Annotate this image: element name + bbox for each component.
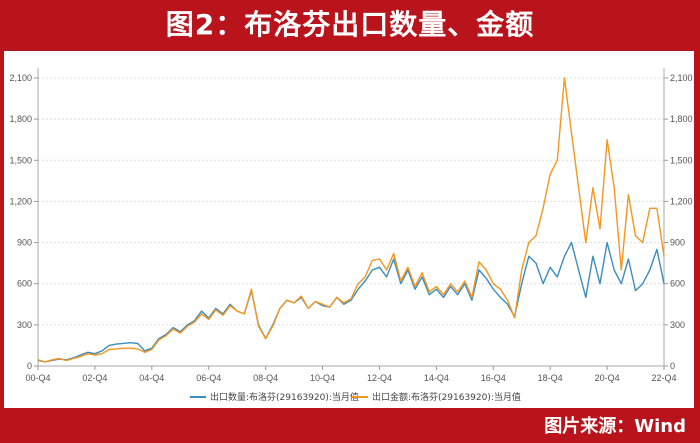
y-tick-label: 1,500 xyxy=(9,155,32,165)
y2-tick-label: 900 xyxy=(670,238,685,248)
x-tick-label: 04-Q4 xyxy=(139,373,164,383)
x-tick-label: 16-Q4 xyxy=(481,373,506,383)
chart-title: 图2：布洛芬出口数量、金额 xyxy=(165,8,535,41)
legend: 出口数量:布洛芬(29163920):当月值 出口金额:布洛芬(29163920… xyxy=(190,391,521,403)
legend-label-amount: 出口金额:布洛芬(29163920):当月值 xyxy=(372,391,521,403)
y-tick-label: 300 xyxy=(17,320,32,330)
y2-tick-label: 300 xyxy=(670,320,685,330)
y2-tick-label: 1,800 xyxy=(670,114,693,124)
y2-tick-label: 1,500 xyxy=(670,155,693,165)
x-tick-label: 12-Q4 xyxy=(367,373,392,383)
x-tick-label: 08-Q4 xyxy=(253,373,278,383)
qty-series-line xyxy=(37,241,665,363)
source-note: 图片来源：Wind xyxy=(544,416,686,437)
x-tick-label: 14-Q4 xyxy=(424,373,449,383)
y2-tick-label: 2,100 xyxy=(670,73,693,83)
amount-series-line xyxy=(37,77,665,363)
x-tick-label: 20-Q4 xyxy=(595,373,620,383)
x-tick-label: 18-Q4 xyxy=(538,373,563,383)
y-tick-label: 0 xyxy=(27,361,32,371)
x-tick-label: 06-Q4 xyxy=(196,373,221,383)
legend-label-qty: 出口数量:布洛芬(29163920):当月值 xyxy=(210,391,359,403)
x-tick-label: 02-Q4 xyxy=(82,373,107,383)
y2-tick-label: 1,200 xyxy=(670,196,693,206)
y-tick-label: 900 xyxy=(17,238,32,248)
x-tick-label: 10-Q4 xyxy=(310,373,335,383)
y-tick-label: 2,100 xyxy=(9,73,32,83)
x-tick-label: 00-Q4 xyxy=(25,373,50,383)
y-tick-label: 1,200 xyxy=(9,196,32,206)
y-tick-label: 600 xyxy=(17,279,32,289)
x-tick-label: 22-Q4 xyxy=(651,373,676,383)
y2-tick-label: 600 xyxy=(670,279,685,289)
y-tick-label: 1,800 xyxy=(9,114,32,124)
y2-tick-label: 0 xyxy=(670,361,675,371)
